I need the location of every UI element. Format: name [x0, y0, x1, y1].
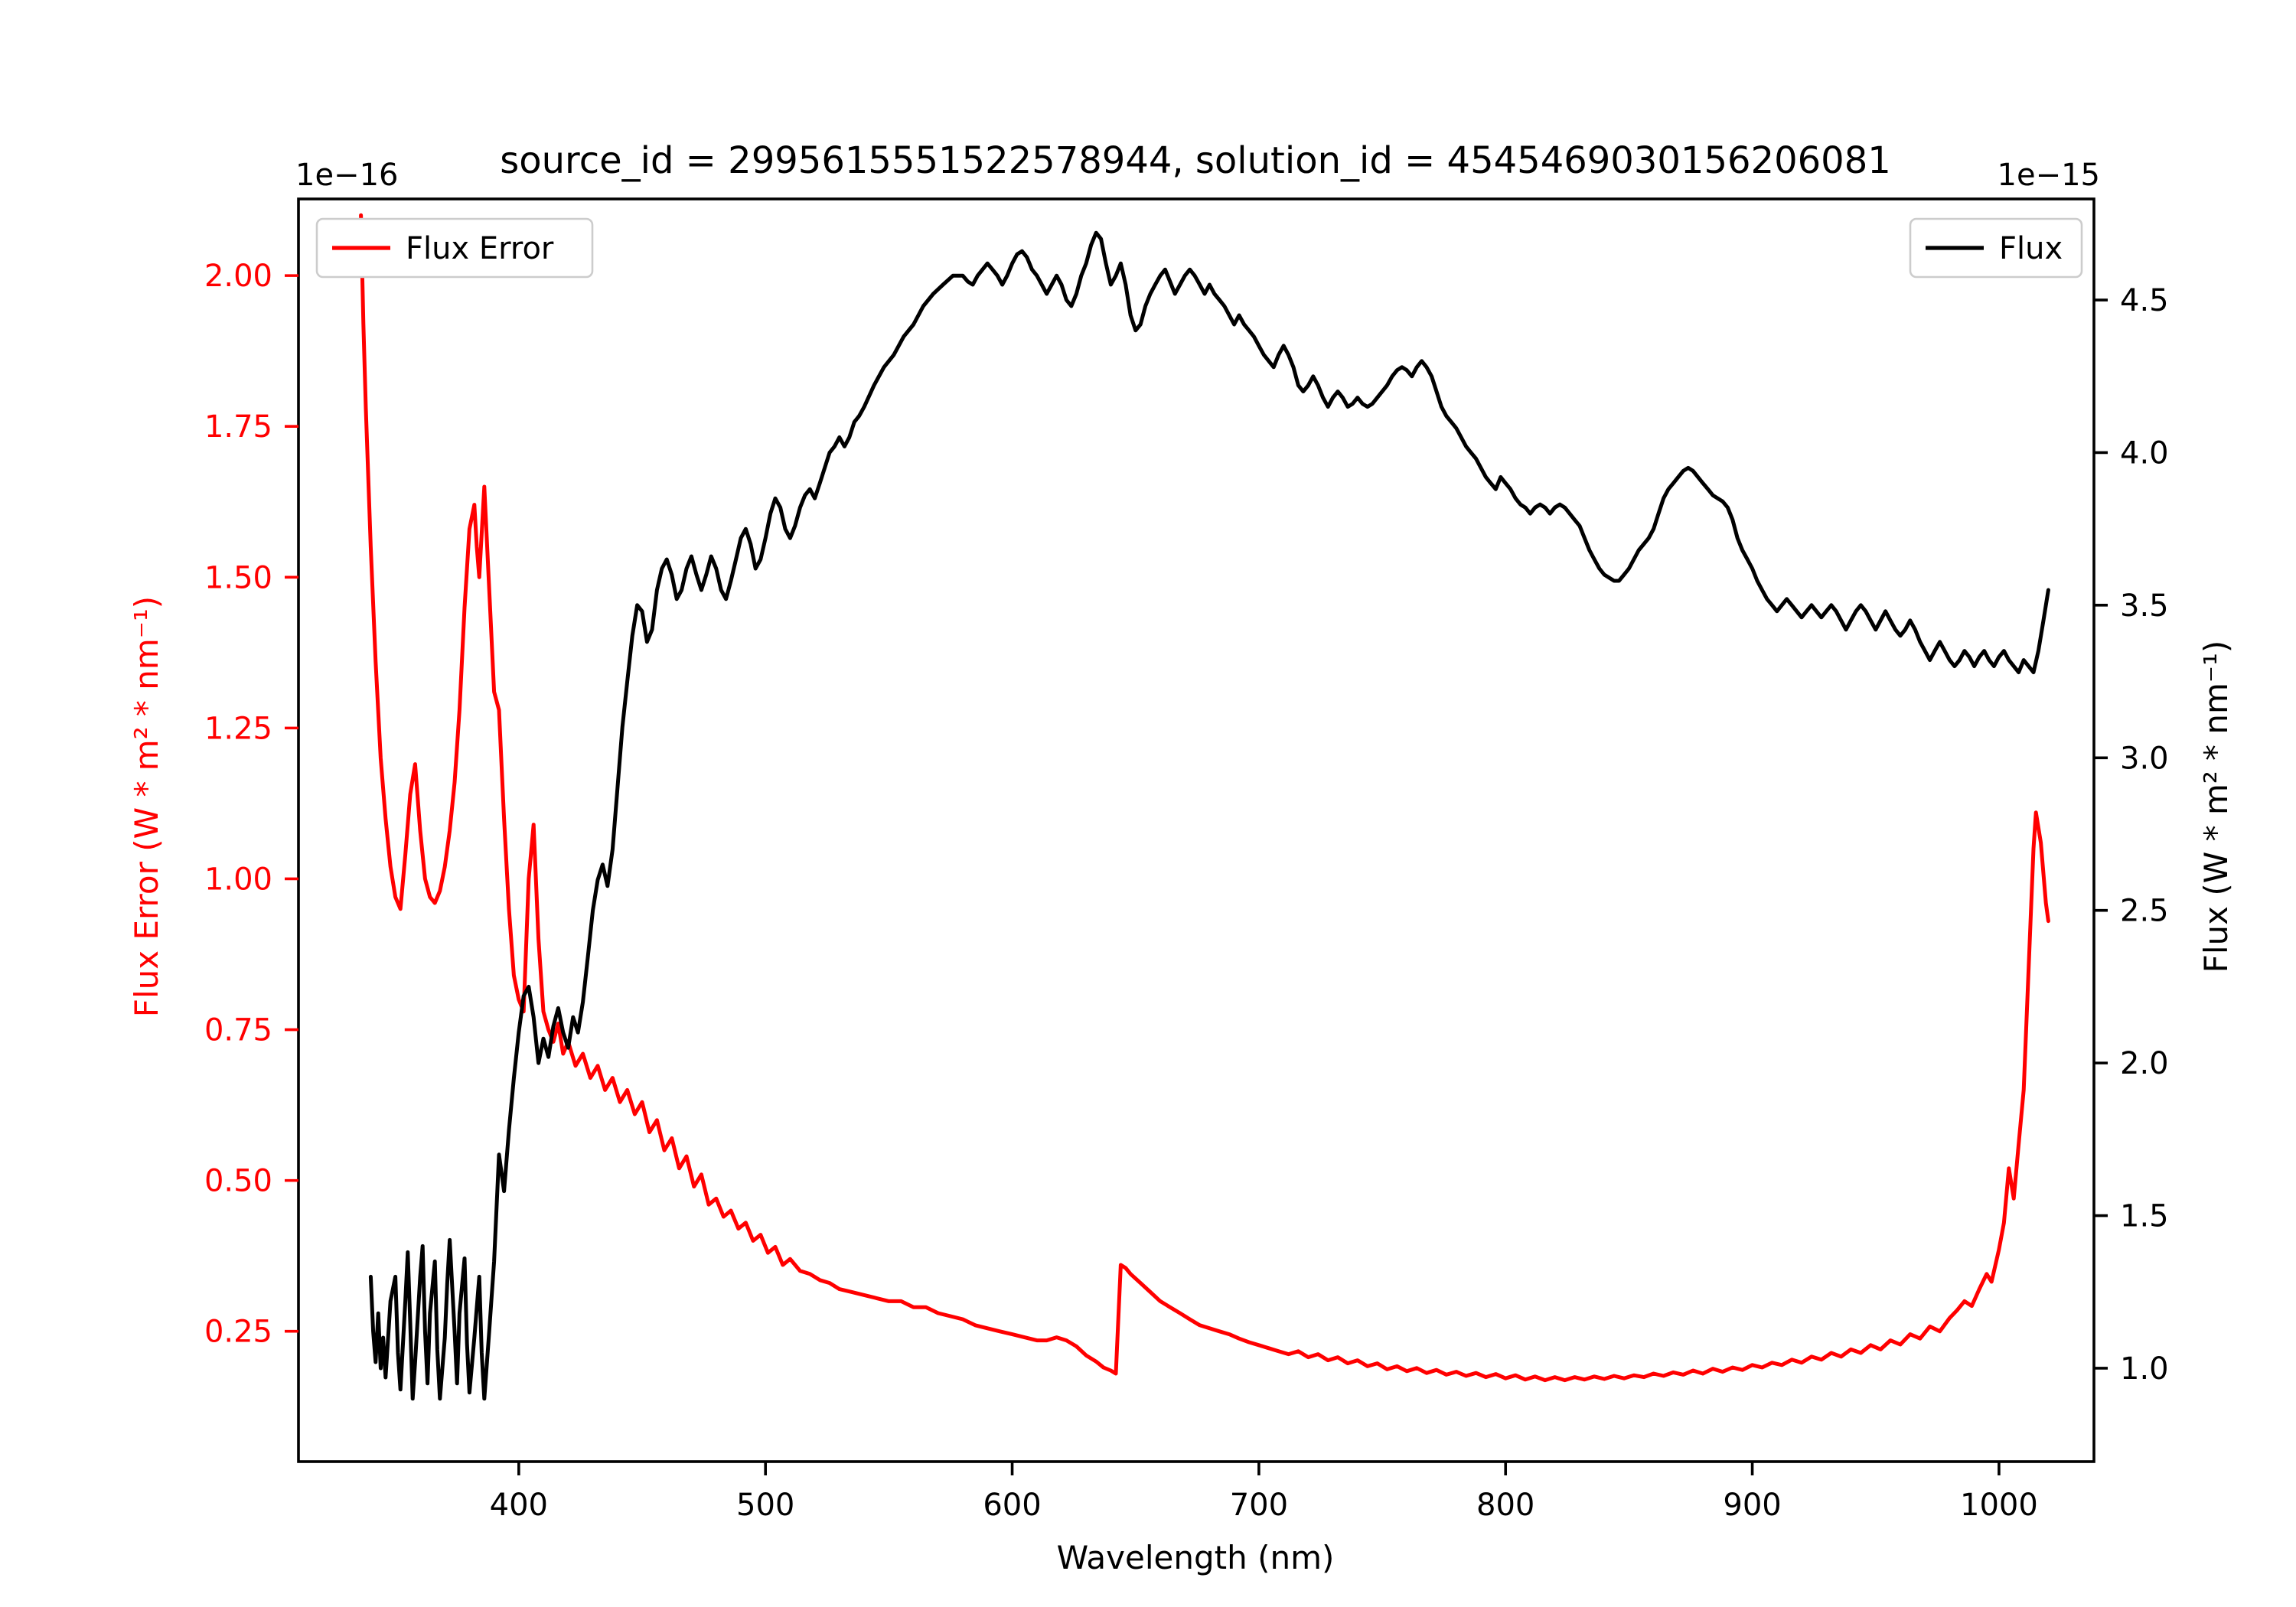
y-tick-label-right: 3.0	[2120, 741, 2169, 776]
legend-flux-error: Flux Error	[315, 217, 594, 279]
y-tick-label-right: 1.5	[2120, 1199, 2169, 1234]
x-tick-label: 900	[1723, 1488, 1781, 1523]
left-axis-offset-text: 1e−16	[295, 158, 398, 193]
y-tick-label-right: 2.5	[2120, 894, 2169, 929]
right-axis-label: Flux (W * m² * nm⁻¹)	[2197, 641, 2235, 973]
x-tick-label: 800	[1476, 1488, 1534, 1523]
y-tick-label-right: 1.0	[2120, 1351, 2169, 1387]
x-tick-label: 700	[1230, 1488, 1288, 1523]
right-axis-offset-text: 1e−15	[1998, 158, 2100, 193]
x-tick-label: 400	[490, 1488, 548, 1523]
series-line-flux	[368, 230, 2050, 1401]
x-axis-label: Wavelength (nm)	[1057, 1539, 1335, 1576]
y-tick-label-left: 0.50	[204, 1164, 272, 1199]
y-tick-label-left: 1.25	[204, 711, 272, 746]
y-tick-label-left: 1.00	[204, 862, 272, 897]
legend-label-flux: Flux	[1999, 231, 2063, 266]
series-group	[359, 213, 2050, 1401]
y-tick-label-right: 4.5	[2120, 283, 2169, 318]
y-tick-label-right: 4.0	[2120, 435, 2169, 471]
y-tick-label-left: 1.50	[204, 560, 272, 595]
y-tick-label-right: 2.0	[2120, 1046, 2169, 1081]
y-tick-label-left: 0.75	[204, 1013, 272, 1048]
chart-title: source_id = 2995615551522578944, solutio…	[500, 139, 1891, 182]
series-line-flux-error	[359, 213, 2050, 1383]
x-tick-label: 600	[983, 1488, 1041, 1523]
y-tick-label-right: 3.5	[2120, 588, 2169, 624]
legend-flux: Flux	[1909, 217, 2083, 279]
y-tick-label-left: 2.00	[204, 259, 272, 294]
plot-border	[297, 197, 2095, 1463]
x-tick-label: 1000	[1960, 1488, 2038, 1523]
y-tick-label-left: 1.75	[204, 409, 272, 445]
ticks-group: 2.00 1.75 1.50 1.25 1.00 0.75 0.50 0.25 4.5 4.0 3.…	[204, 259, 2169, 1523]
left-axis-label: Flux Error (W * m² * nm⁻¹)	[128, 596, 165, 1017]
x-tick-label: 500	[736, 1488, 794, 1523]
y-tick-label-left: 0.25	[204, 1315, 272, 1350]
legend-label-flux-error: Flux Error	[406, 231, 554, 266]
